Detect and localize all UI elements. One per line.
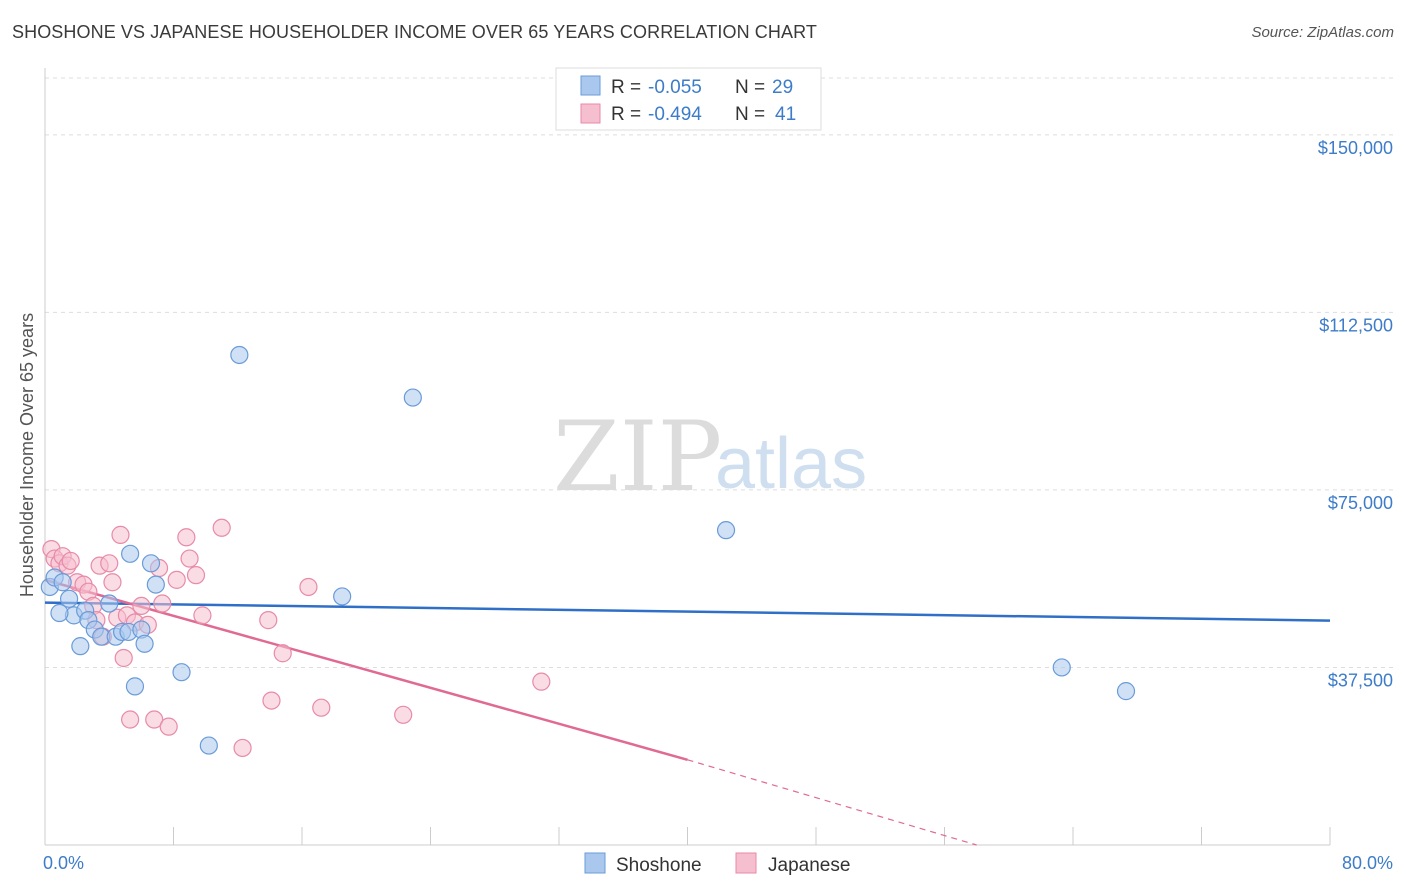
- source-label: Source: ZipAtlas.com: [1251, 24, 1394, 41]
- shoshone-point: [199, 736, 218, 755]
- y-tick-labels: $37,500 $75,000 $112,500 $150,000: [1318, 138, 1393, 691]
- japanese-point: [103, 573, 122, 592]
- japanese-point: [114, 648, 133, 668]
- y-axis-label: Householder Income Over 65 years: [17, 313, 37, 597]
- japanese-point: [273, 644, 292, 663]
- japanese-point: [259, 611, 278, 630]
- legend-n-label-2: N =: [735, 104, 765, 125]
- x-tick-label: 0.0%: [43, 853, 84, 873]
- shoshone-point: [71, 637, 90, 656]
- legend-r-label-1: R =: [611, 77, 641, 98]
- shoshone-point: [59, 589, 79, 608]
- japanese-point: [177, 528, 196, 547]
- x-tick-labels: 0.0% 80.0%: [43, 853, 1393, 873]
- japanese-point: [153, 594, 172, 613]
- japanese-point: [167, 570, 186, 589]
- japanese-point: [186, 566, 206, 585]
- japanese-point: [394, 705, 413, 724]
- shoshone-point: [1052, 658, 1071, 677]
- axes: [44, 68, 1331, 846]
- shoshone-point: [172, 663, 191, 682]
- bottom-legend-swatch-shoshone: [584, 852, 606, 874]
- japanese-trend-line: [44, 578, 688, 761]
- shoshone-point: [135, 634, 154, 653]
- legend-r-value-1: -0.055: [648, 77, 702, 98]
- japanese-point: [100, 554, 119, 573]
- japanese-point: [193, 606, 212, 625]
- y-tick-label: $112,500: [1319, 315, 1393, 335]
- data-points: [40, 345, 1136, 758]
- shoshone-point: [50, 603, 69, 623]
- japanese-point: [312, 698, 331, 717]
- japanese-point: [262, 691, 281, 710]
- shoshone-point: [146, 575, 165, 594]
- series-legend: Shoshone Japanese: [584, 852, 850, 876]
- shoshone-point: [333, 587, 352, 606]
- bottom-legend-swatch-japanese: [735, 852, 757, 874]
- shoshone-point: [125, 677, 145, 696]
- shoshone-point: [53, 573, 72, 592]
- shoshone-point: [403, 388, 422, 407]
- watermark-zip: ZIP: [553, 401, 722, 513]
- legend-n-label-1: N =: [735, 77, 765, 98]
- legend-swatch-japanese: [580, 103, 601, 124]
- shoshone-point: [230, 345, 249, 365]
- shoshone-point: [121, 544, 140, 563]
- legend-swatch-shoshone: [580, 75, 601, 96]
- shoshone-point: [716, 521, 736, 540]
- legend-r-value-2: -0.494: [648, 104, 702, 125]
- japanese-point: [159, 717, 178, 736]
- japanese-point: [111, 525, 130, 544]
- watermark-atlas: atlas: [715, 424, 867, 504]
- chart-title: SHOSHONE VS JAPANESE HOUSEHOLDER INCOME …: [12, 22, 817, 42]
- japanese-point: [233, 738, 252, 758]
- trend-lines: [44, 578, 1331, 846]
- japanese-point: [121, 710, 140, 729]
- gridlines: [45, 77, 1395, 668]
- japanese-point: [145, 710, 164, 729]
- legend-n-value-1: 29: [772, 77, 793, 98]
- legend-r-label-2: R =: [611, 104, 641, 125]
- y-tick-label: $150,000: [1318, 138, 1393, 158]
- japanese-point: [180, 549, 199, 568]
- shoshone-point: [100, 594, 119, 613]
- y-tick-label: $37,500: [1328, 670, 1393, 690]
- legend-n-value-2: 41: [775, 104, 796, 125]
- stats-legend: R = -0.055 N = 29 R = -0.494 N = 41: [555, 67, 822, 131]
- japanese-point: [532, 672, 551, 691]
- shoshone-point: [1116, 682, 1136, 701]
- japanese-point: [132, 596, 151, 616]
- shoshone-trend-line: [44, 601, 1331, 622]
- x-tick-label: 80.0%: [1342, 853, 1393, 873]
- japanese-point: [61, 551, 80, 571]
- japanese-point: [299, 577, 318, 597]
- japanese-trend-line-extension: [687, 759, 977, 846]
- shoshone-point: [141, 554, 161, 573]
- bottom-legend-label-shoshone: Shoshone: [616, 855, 702, 876]
- y-tick-label: $75,000: [1328, 493, 1393, 513]
- japanese-point: [212, 518, 231, 537]
- bottom-legend-label-japanese: Japanese: [768, 855, 850, 876]
